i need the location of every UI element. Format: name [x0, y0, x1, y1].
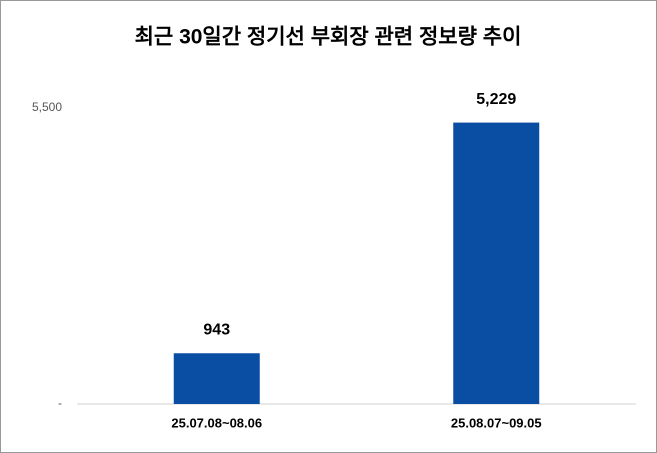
value-label: 943 [203, 321, 230, 338]
x-tick-label: 25.08.07~09.05 [451, 415, 542, 430]
bar [173, 353, 260, 404]
y-tick-label: - [58, 396, 62, 410]
bar [453, 122, 540, 405]
chart-title: 최근 30일간 정기선 부회장 관련 정보량 추이 [135, 26, 522, 49]
x-tick-label: 25.07.08~08.06 [171, 415, 262, 430]
value-label: 5,229 [476, 91, 516, 108]
y-tick-label: 5,500 [32, 100, 62, 114]
